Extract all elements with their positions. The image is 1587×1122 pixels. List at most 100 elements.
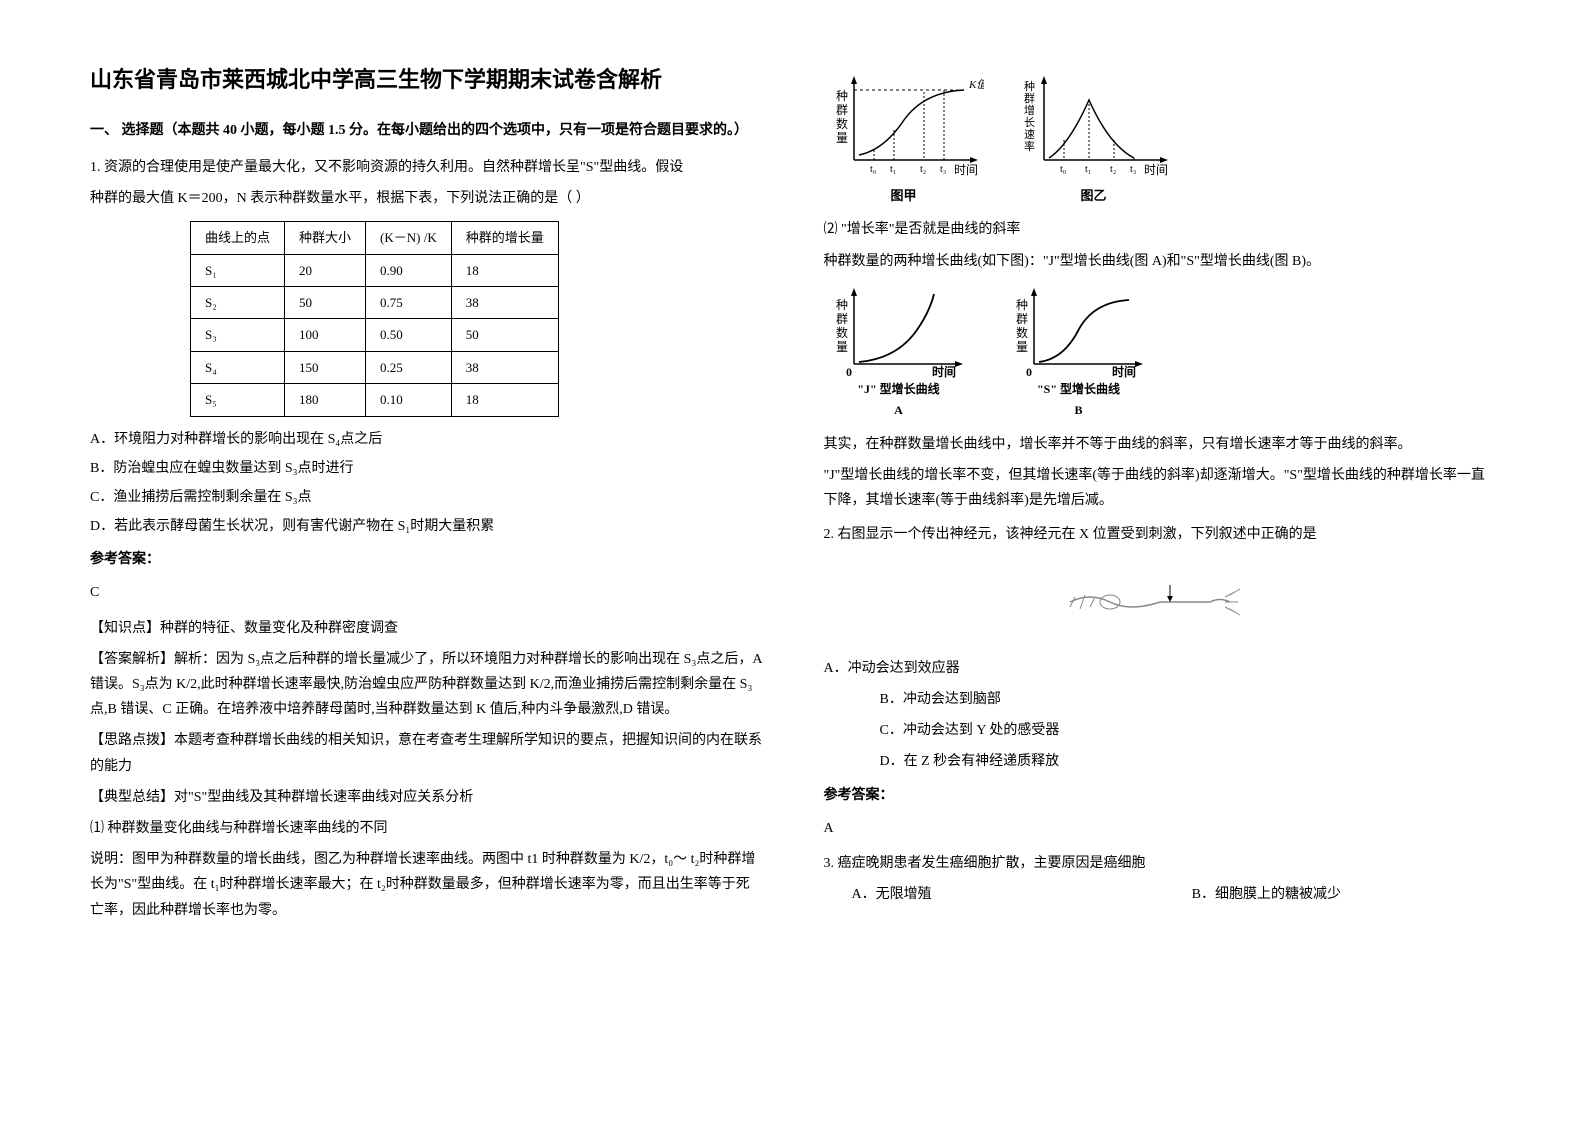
neuron-svg [1060,567,1260,627]
answer-label: 参考答案： [90,547,764,572]
q1-stem-2: 种群的最大值 K＝200，N 表示种群数量水平，根据下表，下列说法正确的是（ ） [90,186,764,211]
cell: 50 [285,286,366,318]
svg-text:种: 种 [1016,298,1028,312]
svg-text:0: 0 [846,365,852,379]
q2-option-c: C．冲动会达到 Y 处的感受器 [880,718,1498,743]
table-row: S₅ 180 0.10 18 [191,384,559,416]
cell: 150 [285,351,366,383]
q1-stem-1: 1. 资源的合理使用是使产量最大化，又不影响资源的持久利用。自然种群增长呈"S"… [90,155,764,180]
svg-text:t₀: t₀ [870,164,877,175]
svg-text:数: 数 [1016,325,1028,340]
svg-text:时间: 时间 [932,364,956,379]
chart-jia-caption: 图甲 [824,184,984,207]
svg-text:率: 率 [1024,139,1035,153]
cell: S₁ [191,254,285,286]
cell: S₂ [191,286,285,318]
svg-text:t₃: t₃ [940,164,946,175]
section-header: 一、 选择题（本题共 40 小题，每小题 1.5 分。在每小题给出的四个选项中，… [90,118,764,143]
cell: 18 [451,254,558,286]
q2-option-d: D．在 Z 秒会有神经递质释放 [880,749,1498,774]
svg-text:群: 群 [1016,312,1028,326]
cell: S₅ [191,384,285,416]
svg-text:速: 速 [1024,128,1035,141]
xlabel: 时间 [954,163,978,177]
q2-option-b: B．冲动会达到脑部 [880,687,1498,712]
chart-b: 种 群 数 量 0 时间 "S" 型增长曲线 B [1004,284,1154,422]
chart-jia: 种 群 数 量 K值 t₀ t₁ t₂ t₃ 时间 图甲 [824,70,984,207]
q1-option-c: C．渔业捕捞后需控制剩余量在 S₃点 [90,485,764,510]
svg-text:量: 量 [836,340,848,354]
neuron-diagram [824,567,1498,636]
line-2-2: 种群数量的两种增长曲线(如下图)："J"型增长曲线(图 A)和"S"型增长曲线(… [824,249,1498,274]
exp-analysis: 【答案解析】解析：因为 S₃点之后种群的增长量减少了，所以环境阻力对种群增长的影… [90,647,764,723]
line-3-2: "J"型增长曲线的增长率不变，但其增长速率(等于曲线的斜率)却逐渐增大。"S"型… [824,463,1498,513]
chart-row-1: 种 群 数 量 K值 t₀ t₁ t₂ t₃ 时间 图甲 [824,70,1498,207]
svg-text:时间: 时间 [1112,364,1136,379]
q2-answer-label: 参考答案： [824,783,1498,808]
th-1: 种群大小 [285,222,366,254]
exp-summary: 【典型总结】对"S"型曲线及其种群增长速率曲线对应关系分析 [90,785,764,810]
svg-text:t₁: t₁ [1085,164,1091,175]
chart-yi-caption: 图乙 [1014,184,1174,207]
line-2-1: ⑵ "增长率"是否就是曲线的斜率 [824,217,1498,242]
svg-text:种: 种 [836,298,848,312]
chart-yi: 种 群 增 长 速 率 t₀ t₁ t₂ t₃ 时间 图乙 [1014,70,1174,207]
table-row: S₂ 50 0.75 38 [191,286,559,318]
chart-a-svg: 种 群 数 量 0 时间 [824,284,974,379]
cell: 0.50 [366,319,452,351]
svg-text:t₀: t₀ [1060,164,1067,175]
q1-answer: C [90,580,764,605]
page-title: 山东省青岛市莱西城北中学高三生物下学期期末试卷含解析 [90,60,764,100]
cell: S₃ [191,319,285,351]
th-0: 曲线上的点 [191,222,285,254]
xlabel: 时间 [1144,163,1168,177]
table-header-row: 曲线上的点 种群大小 (K－N) /K 种群的增长量 [191,222,559,254]
svg-text:量: 量 [836,131,848,145]
svg-text:长: 长 [1024,116,1035,129]
svg-text:增: 增 [1024,103,1035,117]
q1-option-d: D．若此表示酵母菌生长状况，则有害代谢产物在 S₁时期大量积累 [90,514,764,539]
svg-text:群: 群 [836,103,848,117]
q2-option-a: A．冲动会达到效应器 [824,656,1498,681]
svg-text:数: 数 [836,325,848,340]
chart-a: 种 群 数 量 0 时间 "J" 型增长曲线 A [824,284,974,422]
exp-tip: 【思路点拨】本题考查种群增长曲线的相关知识，意在考查考生理解所学知识的要点，把握… [90,728,764,778]
cell: 0.75 [366,286,452,318]
exp-desc: 说明：图甲为种群数量的增长曲线，图乙为种群增长速率曲线。两图中 t1 时种群数量… [90,847,764,923]
cell: 0.90 [366,254,452,286]
cell: 38 [451,286,558,318]
chart-b-cap2: B [1004,400,1154,422]
q3-option-a: A．无限增殖 [852,882,932,907]
ylabel: 种 [836,89,848,103]
table-row: S₁ 20 0.90 18 [191,254,559,286]
table-row: S₄ 150 0.25 38 [191,351,559,383]
cell: 180 [285,384,366,416]
data-table: 曲线上的点 种群大小 (K－N) /K 种群的增长量 S₁ 20 0.90 18… [190,221,559,416]
k-label: K值 [968,78,984,91]
chart-row-2: 种 群 数 量 0 时间 "J" 型增长曲线 A 种 群 数 量 0 [824,284,1498,422]
svg-text:种: 种 [1024,79,1035,93]
th-2: (K－N) /K [366,222,452,254]
cell: S₄ [191,351,285,383]
q3-option-b: B．细胞膜上的糖被减少 [1192,882,1341,907]
chart-a-cap1: "J" 型增长曲线 [824,379,974,401]
svg-text:t₂: t₂ [1110,164,1116,175]
svg-text:0: 0 [1026,365,1032,379]
exp-knowledge: 【知识点】种群的特征、数量变化及种群密度调查 [90,616,764,641]
chart-b-cap1: "S" 型增长曲线 [1004,379,1154,401]
chart-a-cap2: A [824,400,974,422]
svg-text:量: 量 [1016,340,1028,354]
q3-stem: 3. 癌症晚期患者发生癌细胞扩散，主要原因是癌细胞 [824,851,1498,876]
chart-b-svg: 种 群 数 量 0 时间 [1004,284,1154,379]
chart-yi-svg: 种 群 增 长 速 率 t₀ t₁ t₂ t₃ 时间 [1014,70,1174,180]
chart-jia-svg: 种 群 数 量 K值 t₀ t₁ t₂ t₃ 时间 [824,70,984,180]
th-3: 种群的增长量 [451,222,558,254]
svg-text:t₁: t₁ [890,164,896,175]
svg-text:t₂: t₂ [920,164,926,175]
cell: 50 [451,319,558,351]
cell: 100 [285,319,366,351]
table-row: S₃ 100 0.50 50 [191,319,559,351]
svg-text:t₃: t₃ [1130,164,1136,175]
q2-answer: A [824,816,1498,841]
svg-text:数: 数 [836,116,848,131]
